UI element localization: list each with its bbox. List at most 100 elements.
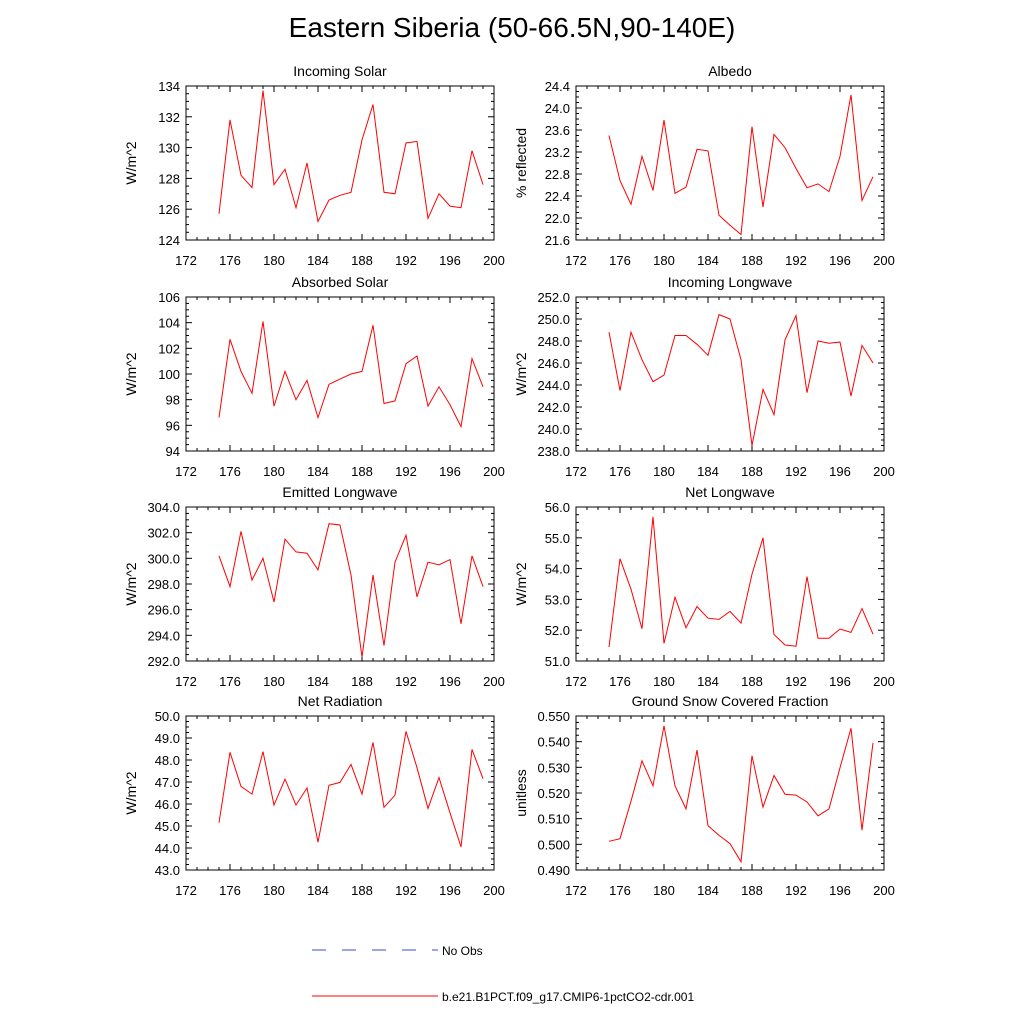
- x-tick-label: 192: [785, 253, 807, 268]
- x-tick-label: 192: [395, 464, 417, 479]
- x-tick-label: 200: [483, 883, 505, 898]
- x-tick-label: 184: [697, 674, 719, 689]
- y-tick-label: 304.0: [147, 500, 180, 515]
- x-tick-label: 172: [565, 253, 587, 268]
- page-title: Eastern Siberia (50-66.5N,90-140E): [288, 12, 736, 43]
- x-tick-label: 180: [653, 883, 675, 898]
- panel-title: Absorbed Solar: [292, 274, 389, 290]
- series-line: [608, 313, 874, 446]
- y-tick-label: 23.2: [545, 145, 570, 160]
- y-tick-label: 0.510: [537, 812, 570, 827]
- y-tick-label: 126: [158, 202, 180, 217]
- x-tick-label: 176: [609, 464, 631, 479]
- panel-title: Incoming Solar: [293, 63, 387, 79]
- plot-frame: [185, 506, 495, 662]
- legend-label-no-obs: No Obs: [442, 944, 483, 958]
- y-tick-label: 294.0: [147, 628, 180, 643]
- y-tick-label: 24.4: [545, 79, 570, 94]
- y-tick-label: 43.0: [155, 863, 180, 878]
- x-tick-label: 180: [263, 464, 285, 479]
- plot-frame: [185, 85, 495, 241]
- x-tick-label: 172: [175, 253, 197, 268]
- y-tick-label: 106: [158, 290, 180, 305]
- x-tick-label: 188: [351, 674, 373, 689]
- y-tick-label: 94: [166, 444, 180, 459]
- y-tick-label: 248.0: [537, 334, 570, 349]
- y-tick-label: 56.0: [545, 500, 570, 515]
- x-tick-label: 188: [351, 464, 373, 479]
- y-tick-label: 102: [158, 341, 180, 356]
- y-tick-label: 23.6: [545, 123, 570, 138]
- y-tick-label: 50.0: [155, 709, 180, 724]
- y-tick-label: 128: [158, 171, 180, 186]
- x-tick-label: 192: [785, 883, 807, 898]
- x-tick-label: 192: [395, 674, 417, 689]
- panel-incoming-longwave: Incoming Longwave W/m^2 172 176 180 184 188 192…: [513, 274, 895, 479]
- y-tick-label: 292.0: [147, 654, 180, 669]
- x-tick-label: 200: [873, 253, 895, 268]
- panel-incoming-solar: Incoming Solar W/m^2 172 176 180 184 188 192 196…: [123, 63, 505, 268]
- panel-title: Ground Snow Covered Fraction: [632, 693, 829, 709]
- x-tick-label: 176: [219, 674, 241, 689]
- x-tick-label: 176: [609, 883, 631, 898]
- y-tick-label: 298.0: [147, 577, 180, 592]
- x-tick-label: 188: [741, 464, 763, 479]
- y-tick-label: 96: [166, 418, 180, 433]
- y-tick-label: 44.0: [155, 841, 180, 856]
- x-tick-label: 196: [829, 674, 851, 689]
- y-tick-label: 52.0: [545, 623, 570, 638]
- x-tick-label: 180: [653, 674, 675, 689]
- series-line: [608, 725, 874, 864]
- x-tick-label: 180: [653, 253, 675, 268]
- y-tick-label: 24.0: [545, 101, 570, 116]
- y-tick-label: 240.0: [537, 422, 570, 437]
- x-tick-label: 200: [483, 253, 505, 268]
- x-tick-label: 196: [439, 253, 461, 268]
- x-tick-label: 196: [829, 253, 851, 268]
- x-tick-label: 188: [351, 253, 373, 268]
- panel-title: Net Longwave: [685, 484, 775, 500]
- y-tick-label: 22.8: [545, 167, 570, 182]
- y-tick-label: 0.500: [537, 837, 570, 852]
- x-tick-label: 172: [175, 674, 197, 689]
- plot-frame: [575, 715, 885, 871]
- x-tick-label: 192: [395, 883, 417, 898]
- x-tick-label: 196: [439, 674, 461, 689]
- y-tick-label: 49.0: [155, 731, 180, 746]
- panel-net-longwave: Net Longwave W/m^2 172 176 180 184 188 192 196 20…: [513, 484, 895, 689]
- y-tick-label: 22.4: [545, 189, 570, 204]
- y-tick-label: 130: [158, 141, 180, 156]
- x-tick-label: 176: [609, 253, 631, 268]
- x-tick-label: 180: [263, 253, 285, 268]
- x-tick-label: 176: [219, 883, 241, 898]
- x-tick-label: 192: [785, 464, 807, 479]
- y-axis-label: W/m^2: [513, 562, 529, 605]
- y-tick-label: 0.530: [537, 760, 570, 775]
- y-axis-label: W/m^2: [123, 141, 139, 184]
- y-tick-label: 98: [166, 393, 180, 408]
- x-tick-label: 172: [565, 883, 587, 898]
- y-tick-label: 47.0: [155, 775, 180, 790]
- y-tick-label: 0.490: [537, 863, 570, 878]
- x-tick-label: 200: [873, 464, 895, 479]
- y-axis-label: W/m^2: [123, 562, 139, 605]
- x-tick-label: 196: [829, 464, 851, 479]
- plot-frame: [575, 506, 885, 662]
- x-tick-label: 200: [483, 464, 505, 479]
- panel-title: Incoming Longwave: [668, 274, 793, 290]
- panel-ground-snow-covered-fraction: Ground Snow Covered Fraction unitless 172 1…: [513, 693, 895, 898]
- y-tick-label: 0.540: [537, 735, 570, 750]
- x-tick-label: 184: [307, 883, 329, 898]
- y-tick-label: 55.0: [545, 531, 570, 546]
- x-tick-label: 184: [697, 464, 719, 479]
- y-tick-label: 22.0: [545, 211, 570, 226]
- y-tick-label: 296.0: [147, 603, 180, 618]
- x-tick-label: 180: [263, 674, 285, 689]
- x-tick-label: 172: [175, 464, 197, 479]
- y-tick-label: 250.0: [537, 312, 570, 327]
- series-line: [608, 94, 874, 236]
- series-line: [218, 90, 484, 224]
- plot-frame: [185, 715, 495, 871]
- x-tick-label: 172: [565, 674, 587, 689]
